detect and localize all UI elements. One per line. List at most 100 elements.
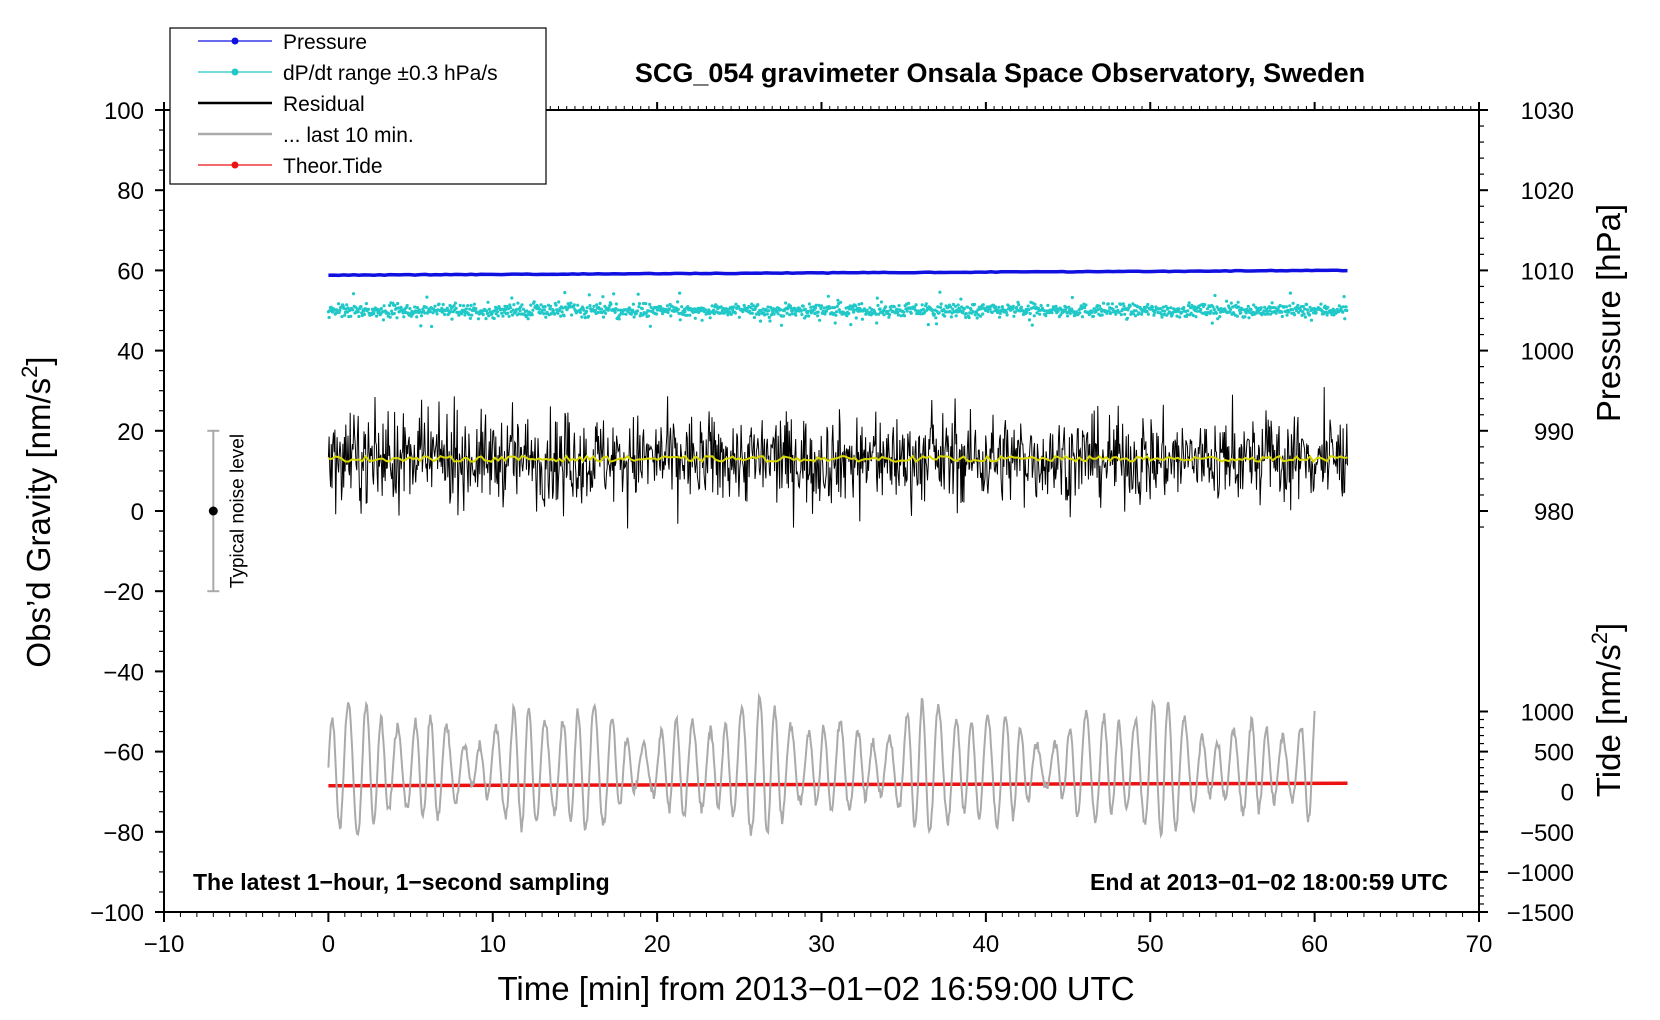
dpdt-point bbox=[1125, 316, 1129, 320]
dpdt-point bbox=[387, 312, 391, 316]
dpdt-point bbox=[1046, 303, 1050, 307]
dpdt-point bbox=[636, 292, 640, 296]
dpdt-point bbox=[1229, 307, 1233, 312]
dpdt-point bbox=[1187, 301, 1191, 305]
dpdt-point bbox=[392, 311, 396, 316]
dpdt-point bbox=[1123, 312, 1127, 316]
dpdt-point bbox=[828, 306, 832, 310]
pressure-series-line bbox=[328, 268, 1348, 278]
dpdt-point bbox=[703, 308, 708, 312]
dpdt-point bbox=[1186, 304, 1191, 308]
dpdt-point bbox=[1216, 317, 1220, 321]
dpdt-point bbox=[937, 311, 941, 315]
dpdt-point bbox=[1015, 305, 1019, 310]
dpdt-point bbox=[1182, 306, 1186, 310]
dpdt-point bbox=[685, 313, 689, 317]
dpdt-point bbox=[971, 310, 975, 314]
dpdt-point bbox=[637, 305, 641, 309]
gravity-tick-label: −20 bbox=[103, 579, 144, 606]
dpdt-point bbox=[525, 313, 530, 317]
dpdt-point bbox=[562, 314, 566, 318]
dpdt-point bbox=[888, 313, 892, 317]
legend-entry-label: Theor.Tide bbox=[283, 155, 383, 178]
dpdt-point bbox=[1152, 313, 1156, 317]
dpdt-point bbox=[1305, 302, 1309, 307]
dpdt-point bbox=[1212, 307, 1216, 312]
gravity-tick-label: 60 bbox=[117, 258, 144, 285]
noise-level-label: Typical noise level bbox=[227, 434, 248, 588]
dpdt-point bbox=[1054, 304, 1058, 308]
dpdt-point bbox=[1074, 310, 1078, 314]
dpdt-point bbox=[665, 304, 670, 308]
dpdt-point bbox=[784, 301, 788, 305]
dpdt-point bbox=[799, 309, 803, 313]
dpdt-point bbox=[607, 306, 611, 310]
dpdt-point bbox=[1214, 311, 1218, 315]
dpdt-point bbox=[553, 312, 557, 316]
dpdt-point bbox=[445, 306, 449, 310]
dpdt-point bbox=[343, 313, 347, 317]
dpdt-point bbox=[340, 315, 344, 319]
dpdt-point bbox=[1243, 315, 1247, 319]
legend-swatch-marker bbox=[231, 68, 239, 76]
dpdt-point bbox=[1229, 301, 1233, 305]
dpdt-point bbox=[964, 311, 968, 316]
dpdt-point bbox=[601, 295, 605, 299]
dpdt-point bbox=[382, 304, 386, 308]
chart-title: SCG_054 gravimeter Onsala Space Observat… bbox=[635, 58, 1365, 88]
dpdt-point bbox=[654, 312, 659, 316]
dpdt-point bbox=[814, 303, 818, 307]
dpdt-point bbox=[896, 313, 901, 317]
dpdt-point bbox=[554, 303, 558, 307]
dpdt-point bbox=[1161, 305, 1165, 309]
dpdt-point bbox=[453, 301, 457, 305]
pressure-tick-label: 980 bbox=[1534, 499, 1574, 526]
dpdt-point bbox=[518, 309, 522, 313]
gravity-tick-label: 0 bbox=[131, 499, 144, 526]
dpdt-point bbox=[1195, 309, 1199, 313]
dpdt-point bbox=[708, 316, 712, 320]
dpdt-point bbox=[816, 314, 820, 318]
dpdt-point bbox=[441, 302, 445, 307]
dpdt-point bbox=[1026, 304, 1030, 308]
dpdt-point bbox=[897, 304, 901, 308]
dpdt-point bbox=[1344, 305, 1348, 309]
tide-tick-label: 0 bbox=[1561, 780, 1574, 807]
dpdt-point bbox=[850, 307, 854, 311]
dpdt-point bbox=[683, 309, 687, 314]
y-axis-title-gravity-sup: 2 bbox=[17, 366, 42, 378]
dpdt-point bbox=[772, 312, 776, 316]
dpdt-point bbox=[532, 300, 536, 304]
y-axis-title-gravity-text: Obs’d Gravity [nm/s bbox=[20, 378, 57, 668]
dpdt-point bbox=[1185, 313, 1189, 317]
dpdt-point bbox=[1163, 309, 1167, 313]
gravity-tick-label: 80 bbox=[117, 178, 144, 205]
dpdt-point bbox=[816, 310, 820, 314]
dpdt-point bbox=[1007, 304, 1011, 308]
dpdt-point bbox=[551, 308, 555, 313]
dpdt-point bbox=[887, 315, 891, 319]
dpdt-point bbox=[1191, 313, 1195, 317]
y-axis-title-pressure: Pressure [hPa] bbox=[1590, 204, 1627, 422]
dpdt-point bbox=[1194, 315, 1198, 319]
legend-entry-label: ... last 10 min. bbox=[283, 124, 414, 147]
dpdt-point bbox=[531, 308, 535, 312]
dpdt-point bbox=[1225, 299, 1229, 303]
dpdt-point bbox=[892, 305, 896, 309]
dpdt-point bbox=[767, 309, 771, 313]
dpdt-point bbox=[1297, 310, 1301, 314]
dpdt-point bbox=[510, 313, 515, 317]
dpdt-point bbox=[902, 310, 906, 314]
dpdt-point bbox=[1288, 304, 1292, 308]
dpdt-point bbox=[437, 302, 441, 306]
dpdt-point bbox=[443, 312, 447, 317]
dpdt-point bbox=[724, 307, 729, 311]
dpdt-point bbox=[822, 306, 826, 310]
dpdt-point bbox=[457, 313, 461, 317]
dpdt-point bbox=[1341, 305, 1345, 309]
dpdt-point bbox=[487, 314, 491, 318]
dpdt-point bbox=[734, 302, 738, 306]
dpdt-point bbox=[517, 312, 521, 316]
dpdt-point bbox=[401, 311, 405, 315]
dpdt-point bbox=[1064, 306, 1068, 310]
